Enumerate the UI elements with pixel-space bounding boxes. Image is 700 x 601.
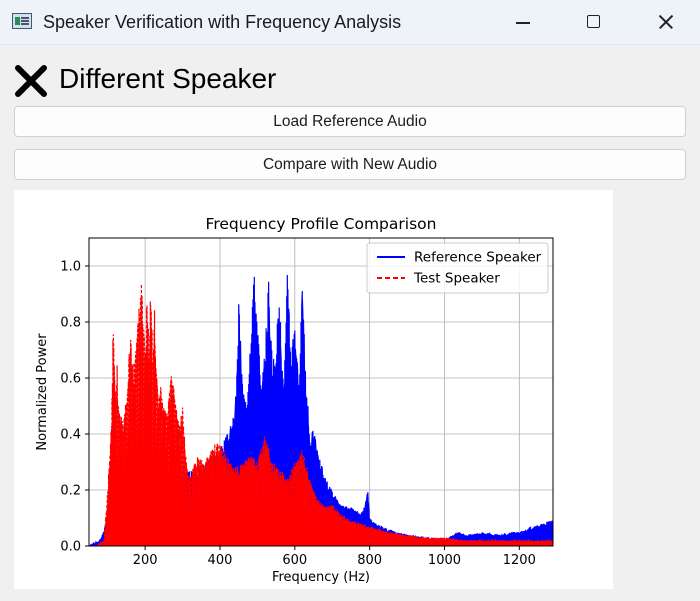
y-tick-label: 0.4 [60,428,81,443]
maximize-button[interactable] [571,0,617,44]
y-tick-label: 1.0 [60,260,81,275]
y-axis-label: Normalized Power [35,333,50,451]
close-window-button[interactable] [642,0,688,44]
title-bar: Speaker Verification with Frequency Anal… [0,0,700,45]
y-tick-label: 0.0 [60,540,81,555]
chart-title: Frequency Profile Comparison [206,215,437,233]
verification-result: Different Speaker [14,60,614,98]
compare-new-audio-button[interactable]: Compare with New Audio [14,149,686,180]
legend-box [366,242,549,294]
cross-icon [15,65,47,97]
minimize-button[interactable] [500,0,546,44]
app-window-icon [12,13,32,29]
y-tick-label: 0.8 [60,316,81,331]
legend-label: Reference Speaker [414,250,542,266]
result-label: Different Speaker [59,63,277,94]
window-title: Speaker Verification with Frequency Anal… [43,12,402,32]
x-tick-label: 400 [208,553,233,568]
y-tick-label: 0.6 [60,372,81,387]
load-reference-audio-button[interactable]: Load Reference Audio [14,106,686,137]
x-tick-label: 1200 [503,553,536,568]
x-tick-label: 600 [282,553,307,568]
x-tick-label: 1000 [428,553,461,568]
x-axis-label: Frequency (Hz) [272,570,370,585]
frequency-chart: 200 400 600 800 1000 1200 0.0 0.2 0.4 0.6 0.8 1.0 Fr… [35,215,554,585]
y-tick-label: 0.2 [60,484,81,499]
frequency-plot: 200 400 600 800 1000 1200 0.0 0.2 0.4 0.6 0.8 1.0 Fr… [14,190,613,589]
x-tick-label: 800 [357,553,382,568]
x-tick-label: 200 [133,553,158,568]
plot-frame [88,237,554,547]
legend-label: Test Speaker [413,271,500,287]
series-test [89,284,553,546]
